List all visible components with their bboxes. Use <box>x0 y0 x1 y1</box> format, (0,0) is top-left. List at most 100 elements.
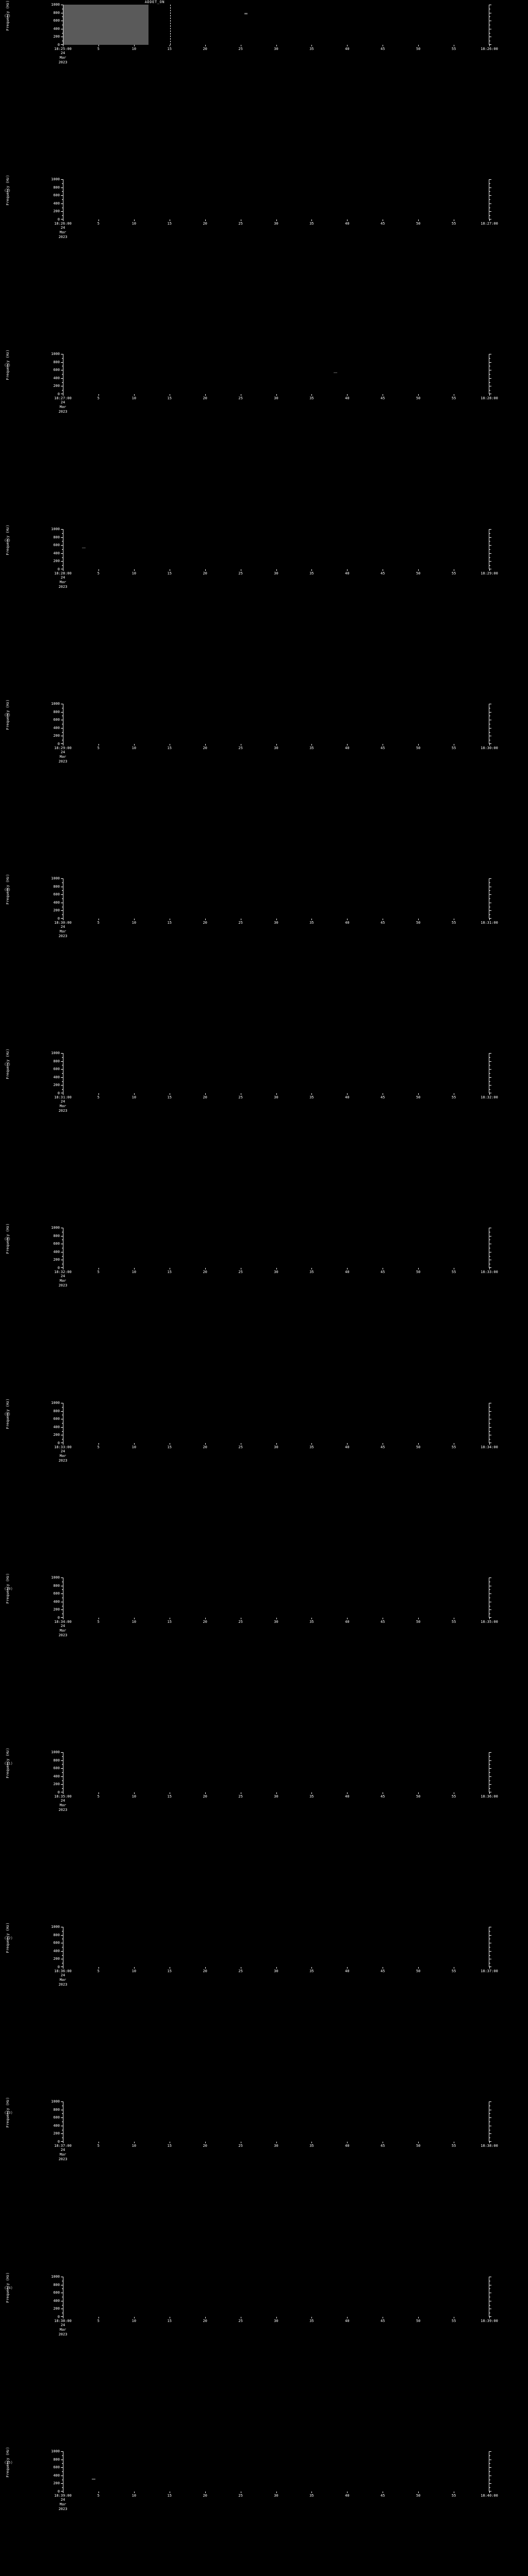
plot-area <box>63 1927 489 1967</box>
y-tick-mark <box>489 1768 491 1769</box>
y-minor-tick <box>489 358 490 359</box>
x-tick-mark <box>205 919 206 920</box>
y-minor-tick <box>62 199 63 200</box>
x-tick-label: 5 <box>97 222 100 226</box>
y-axis-label: Frequency (Hz) <box>6 1398 10 1429</box>
y-minor-tick <box>62 1406 63 1408</box>
x-tick-label: 45 <box>381 1270 385 1274</box>
y-minor-tick <box>489 215 490 216</box>
y-tick-label: 400 <box>53 1948 60 1953</box>
x-tick-label: 25 <box>238 1620 243 1624</box>
x-tick-label: 55 <box>451 2319 456 2323</box>
x-tick-mark <box>311 744 312 745</box>
x-tick-label: 55 <box>451 1270 456 1274</box>
y-minor-tick <box>489 1955 490 1956</box>
y-minor-tick <box>489 1764 490 1765</box>
y-minor-tick <box>489 191 490 192</box>
x-axis-date-label: 24 Mar 2023 <box>58 1624 68 1637</box>
x-tick-label: 55 <box>451 571 456 575</box>
x-tick-label: 35 <box>309 2319 314 2323</box>
x-tick-label: 15 <box>167 1620 172 1624</box>
plot-area <box>63 2451 489 2492</box>
y-tick-mark <box>489 44 491 45</box>
x-tick-label: 25 <box>238 921 243 925</box>
y-tick-mark <box>61 2133 63 2134</box>
x-tick-label: 50 <box>416 2319 421 2323</box>
panel-index-label: (5) <box>4 713 11 717</box>
x-tick-mark <box>311 1268 312 1269</box>
y-tick-mark <box>489 553 491 554</box>
y-tick-mark <box>61 2451 63 2452</box>
y-minor-tick <box>62 2487 63 2488</box>
y-tick-label: 0 <box>57 917 60 921</box>
y-tick-mark <box>61 561 63 562</box>
plot-area <box>63 1403 489 1443</box>
y-tick-label: 400 <box>53 1599 60 1604</box>
y-tick-label: 200 <box>53 1782 60 1787</box>
y-tick-label: 600 <box>53 193 60 198</box>
y-minor-tick <box>489 1089 490 1090</box>
plot-area <box>63 1053 489 1093</box>
signal-speck <box>92 2478 96 2480</box>
y-tick-label: 1000 <box>51 1750 60 1754</box>
x-tick-mark <box>418 1093 419 1095</box>
y-tick-label: 200 <box>53 1607 60 1612</box>
y-tick-label: 0 <box>57 43 60 47</box>
x-tick-mark <box>205 569 206 571</box>
x-tick-label: 50 <box>416 1095 421 1099</box>
y-minor-tick <box>489 16 490 18</box>
y-tick-mark <box>61 179 63 180</box>
y-minor-tick <box>489 2487 490 2488</box>
x-tick-label-start: 18:25:00 <box>54 47 72 51</box>
x-tick-label-start: 18:28:00 <box>54 571 72 575</box>
x-tick-label-start: 18:29:00 <box>54 746 72 750</box>
y-tick-label: 400 <box>53 2298 60 2303</box>
y-minor-tick <box>62 2463 63 2464</box>
y-tick-mark <box>61 378 63 379</box>
x-tick-label: 55 <box>451 746 456 750</box>
x-tick-label: 30 <box>274 2144 278 2148</box>
panel-index-label: (13) <box>4 2111 13 2115</box>
x-tick-mark <box>98 569 99 571</box>
x-tick-label: 40 <box>345 1095 350 1099</box>
x-tick-mark <box>418 919 419 920</box>
y-tick-label: 200 <box>53 2131 60 2136</box>
y-tick-label: 200 <box>53 734 60 738</box>
x-tick-label: 25 <box>238 47 243 51</box>
y-tick-mark <box>489 195 491 196</box>
x-tick-label: 40 <box>345 746 350 750</box>
x-tick-label: 40 <box>345 1270 350 1274</box>
y-tick-mark <box>61 1061 63 1062</box>
figure-title: ADDET_ON <box>144 0 165 4</box>
y-tick-label: 0 <box>57 217 60 222</box>
plot-area <box>63 179 489 219</box>
x-tick-label: 45 <box>381 746 385 750</box>
x-tick-mark <box>205 219 206 221</box>
y-tick-label: 600 <box>53 1591 60 1596</box>
y-tick-label: 600 <box>53 892 60 897</box>
x-tick-label-start: 18:39:00 <box>54 2494 72 2498</box>
x-axis-date-label: 24 Mar 2023 <box>58 2148 68 2161</box>
x-axis-date-label: 24 Mar 2023 <box>58 1449 68 1463</box>
y-tick-label: 800 <box>53 1059 60 1063</box>
y-tick-label: 600 <box>53 718 60 722</box>
y-tick-mark <box>489 1267 491 1268</box>
x-tick-mark <box>205 1268 206 1269</box>
x-tick-mark <box>418 219 419 221</box>
x-tick-label: 40 <box>345 2319 350 2323</box>
x-tick-label: 10 <box>131 396 137 400</box>
x-tick-label: 20 <box>203 571 207 575</box>
x-tick-label: 5 <box>97 1969 100 1973</box>
x-tick-label: 50 <box>416 571 421 575</box>
x-tick-mark <box>205 1093 206 1095</box>
y-tick-label: 800 <box>53 1583 60 1588</box>
x-tick-mark <box>489 1443 490 1445</box>
y-tick-label: 400 <box>53 551 60 555</box>
x-tick-label: 30 <box>274 746 278 750</box>
y-tick-mark <box>489 362 491 363</box>
y-axis-label: Frequency (Hz) <box>6 874 10 905</box>
x-axis-date-label: 24 Mar 2023 <box>58 1274 68 1287</box>
y-tick-mark <box>489 1053 491 1054</box>
x-tick-mark <box>418 2142 419 2143</box>
y-minor-tick <box>489 557 490 558</box>
